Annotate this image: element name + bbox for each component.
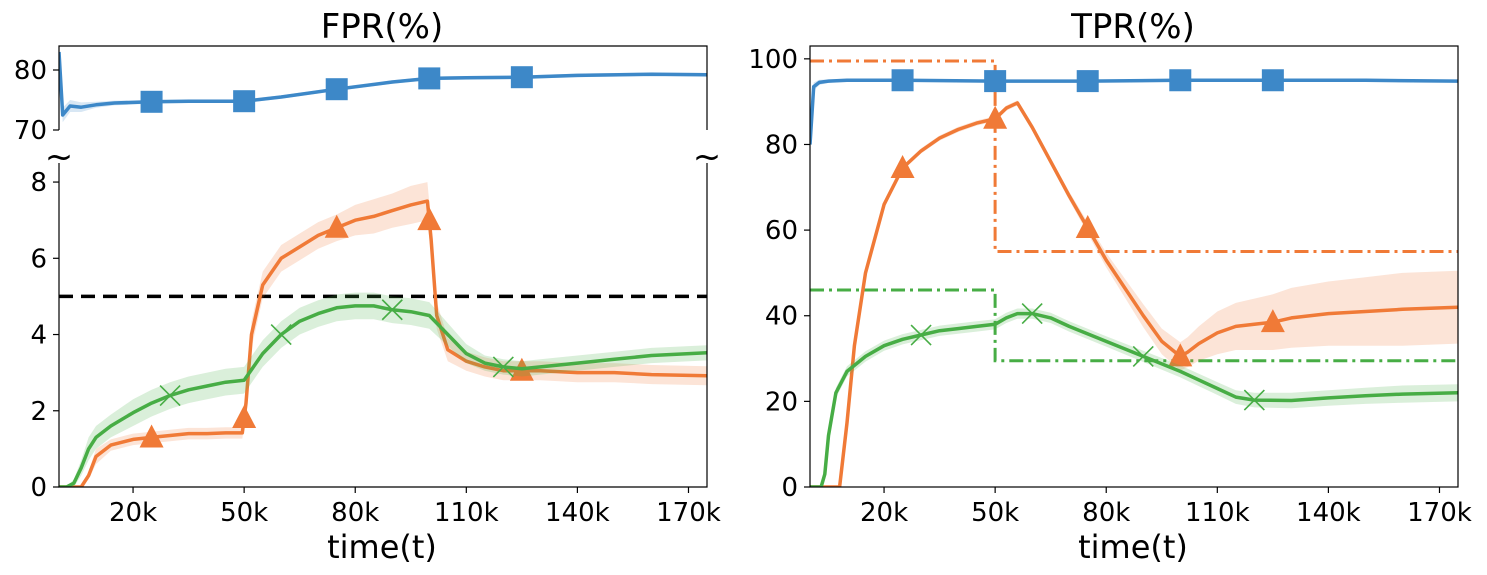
fpr-series-1-marker-0: [139, 424, 164, 448]
tpr-series-2-marker-3: [1243, 389, 1265, 411]
fpr-x-tick-label-4: 140k: [545, 498, 610, 528]
fpr-series-2-marker-3: [492, 356, 514, 378]
fpr-series-0-marker-3: [418, 67, 441, 90]
tpr-x-tick-label-5: 170k: [1407, 498, 1472, 528]
fpr-lower-y-tick-label-0: 0: [30, 473, 47, 503]
fpr-x-tick-label-1: 50k: [220, 498, 268, 528]
fpr-lower-y-tick-label-3: 6: [30, 244, 47, 274]
tpr-chart: TPR(%) 0 20 40 60 80 100 20k 50k 80k 110k 140k 170k…: [748, 7, 1471, 566]
fpr-series-2-marker-2: [381, 299, 403, 321]
fpr-x-tick-label-5: 170k: [656, 498, 721, 528]
tpr-series-1-band: [810, 100, 1458, 487]
tpr-axes-frame: [809, 45, 1459, 488]
tpr-x-tick-label-1: 50k: [971, 498, 1019, 528]
fpr-series-2-line: [59, 304, 707, 487]
fpr-series-0-marker-0: [140, 90, 163, 113]
tpr-series-0-marker-2: [1076, 70, 1099, 93]
fpr-x-tick-label-2: 80k: [331, 498, 379, 528]
tpr-x-tick-label-4: 140k: [1296, 498, 1361, 528]
fpr-series-0-marker-2: [325, 78, 348, 101]
tpr-series-0-marker-1: [984, 70, 1007, 93]
fpr-axis-break-marker-1: ~: [693, 137, 722, 177]
fpr-series-2-band: [59, 292, 707, 487]
fpr-series-1-line: [59, 199, 707, 487]
tpr-series-0-marker-0: [891, 69, 914, 92]
fpr-series-0-marker-1: [233, 90, 256, 113]
fpr-series-2-marker-0: [159, 384, 181, 407]
fpr-lower-y-tick-label-2: 4: [30, 321, 47, 351]
tpr-series-0-marker-3: [1169, 69, 1192, 92]
fpr-x-axis-label: time(t): [327, 528, 437, 566]
tpr-y-tick-label-4: 80: [765, 130, 798, 160]
fpr-lower-y-tick-label-1: 2: [30, 397, 47, 427]
fpr-x-tick-label-0: 20k: [109, 498, 157, 528]
tpr-series-0-line: [810, 78, 1458, 145]
fpr-upper-y-tick-label-0: 70: [14, 116, 47, 146]
fpr-chart-title: FPR(%): [321, 7, 444, 47]
tpr-series-1-marker-4: [1260, 309, 1285, 333]
tpr-series-1-line: [810, 101, 1458, 487]
tpr-y-tick-label-2: 40: [765, 302, 798, 332]
fpr-lower-y-tick-label-4: 8: [30, 168, 47, 198]
tpr-chart-title: TPR(%): [1070, 7, 1195, 47]
fpr-upper-axes-frame: [58, 45, 708, 130]
tpr-x-tick-label-0: 20k: [860, 498, 908, 528]
tpr-series-1-marker-0: [890, 155, 915, 179]
tpr-series-2-marker-0: [910, 324, 932, 346]
fpr-series-0-marker-4: [510, 66, 533, 89]
tpr-series-1-marker-3: [1168, 343, 1193, 367]
tpr-series-2-marker-1: [1021, 303, 1043, 325]
tpr-series-1-marker-1: [983, 105, 1008, 129]
fpr-series-1-marker-2: [324, 214, 349, 238]
tpr-x-tick-label-3: 110k: [1185, 498, 1250, 528]
fpr-lower-axes-frame: [58, 163, 708, 488]
fpr-series-2-marker-1: [270, 323, 292, 346]
fpr-upper-y-tick-label-1: 80: [14, 56, 47, 86]
tpr-x-tick-label-2: 80k: [1082, 498, 1130, 528]
tpr-series-1-marker-2: [1075, 214, 1100, 238]
tpr-x-axis-label: time(t): [1078, 528, 1188, 566]
fpr-x-tick-label-3: 110k: [434, 498, 499, 528]
tpr-plot-area: 0 20 40 60 80 100 20k 50k 80k 110k 140k 170k: [748, 45, 1471, 528]
tpr-y-tick-label-0: 0: [781, 473, 798, 503]
fpr-plot-area: ~ ~70 80 0 2 4 6 8 20k 50k 80k 110k 140k 170k: [14, 45, 722, 528]
tpr-series-2-marker-2: [1132, 345, 1154, 367]
tpr-series-0-marker-4: [1261, 69, 1284, 92]
fpr-series-1-marker-3: [417, 207, 442, 231]
tpr-reference-line-0: [810, 59, 1458, 253]
tpr-series-2-line: [810, 311, 1458, 487]
fpr-axis-break-marker-0: ~: [45, 137, 74, 177]
tpr-y-tick-label-1: 20: [765, 387, 798, 417]
tpr-y-tick-label-3: 60: [765, 216, 798, 246]
tpr-y-tick-label-5: 100: [748, 45, 798, 75]
fpr-series-1-marker-1: [232, 405, 257, 429]
